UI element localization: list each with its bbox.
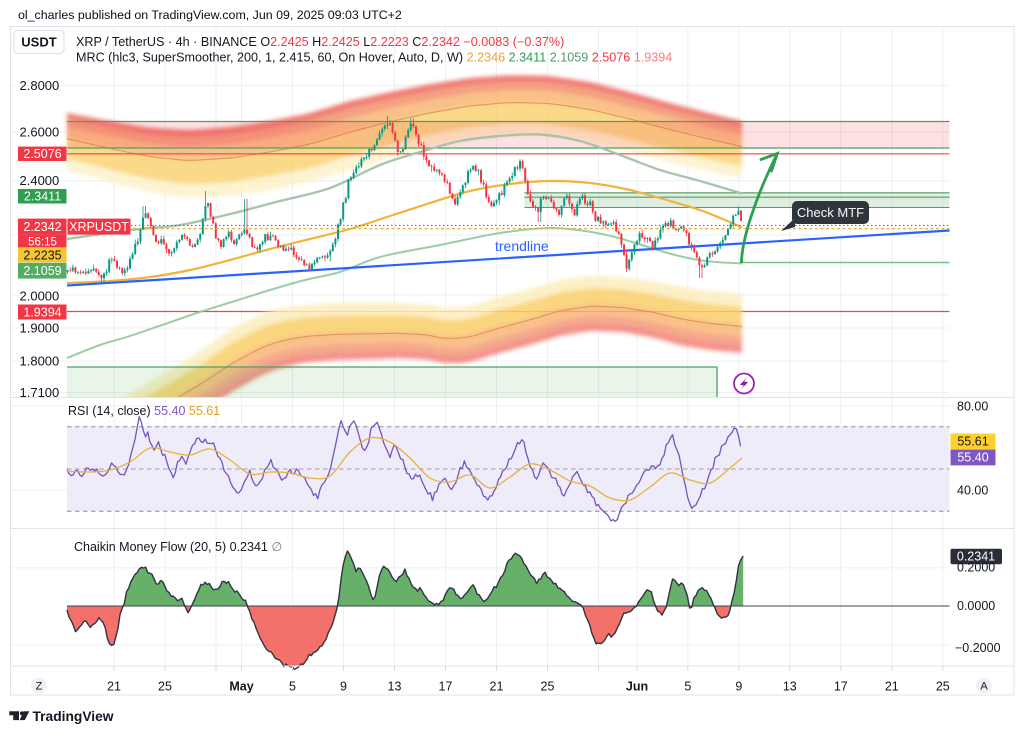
svg-text:2.5076: 2.5076	[23, 147, 61, 161]
svg-text:55.61: 55.61	[957, 434, 988, 448]
svg-text:21: 21	[107, 680, 121, 694]
svg-text:2.0000: 2.0000	[20, 289, 60, 304]
svg-text:9: 9	[735, 680, 742, 694]
svg-text:USDT: USDT	[21, 35, 56, 50]
svg-text:17: 17	[834, 680, 848, 694]
svg-text:TradingView: TradingView	[33, 709, 114, 724]
svg-text:55.40: 55.40	[957, 451, 988, 465]
svg-text:25: 25	[936, 680, 950, 694]
svg-text:MRC (hlc3, SuperSmoother, 200,: MRC (hlc3, SuperSmoother, 200, 1, 2.415,…	[76, 51, 672, 65]
svg-text:56:15: 56:15	[28, 236, 57, 248]
svg-text:Chaikin Money Flow (20, 5) 0.: Chaikin Money Flow (20, 5) 0.2341 ∅	[74, 540, 282, 554]
svg-text:13: 13	[783, 680, 797, 694]
svg-text:XRPUSDT: XRPUSDT	[69, 220, 129, 234]
svg-text:0.0000: 0.0000	[957, 599, 995, 613]
svg-text:A: A	[980, 681, 988, 693]
svg-text:−0.2000: −0.2000	[955, 641, 1001, 655]
svg-text:0.2341: 0.2341	[957, 550, 995, 564]
svg-text:13: 13	[388, 680, 402, 694]
svg-text:1.8000: 1.8000	[20, 354, 60, 369]
svg-text:RSI (14, close) 55.40 55.61: RSI (14, close) 55.40 55.61	[68, 404, 220, 418]
svg-text:trendline: trendline	[495, 238, 549, 254]
svg-text:21: 21	[490, 680, 504, 694]
svg-text:17: 17	[439, 680, 453, 694]
svg-text:5: 5	[289, 680, 296, 694]
svg-text:5: 5	[684, 680, 691, 694]
svg-text:2.8000: 2.8000	[20, 78, 60, 93]
svg-text:25: 25	[158, 680, 172, 694]
svg-text:Z: Z	[36, 681, 43, 693]
svg-text:Check MTF: Check MTF	[797, 205, 864, 220]
svg-text:Jun: Jun	[626, 680, 648, 694]
svg-text:2.6000: 2.6000	[20, 124, 60, 139]
svg-text:0.2000: 0.2000	[957, 561, 995, 575]
svg-text:2.2342: 2.2342	[23, 220, 61, 234]
svg-text:2.1059: 2.1059	[23, 264, 61, 278]
svg-text:21: 21	[885, 680, 899, 694]
svg-text:2.4000: 2.4000	[20, 173, 60, 188]
svg-text:May: May	[229, 680, 253, 694]
svg-text:XRP / TetherUS · 4h · BINANCE: XRP / TetherUS · 4h · BINANCE O2.2425 H2…	[76, 35, 564, 49]
svg-text:1.7100: 1.7100	[20, 385, 60, 400]
svg-text:1.9394: 1.9394	[23, 305, 61, 319]
svg-text:2.2235: 2.2235	[23, 248, 61, 262]
svg-text:40.00: 40.00	[957, 484, 988, 498]
svg-text:80.00: 80.00	[957, 400, 988, 414]
svg-text:1.9000: 1.9000	[20, 321, 60, 336]
svg-text:25: 25	[541, 680, 555, 694]
svg-text:2.3411: 2.3411	[24, 190, 61, 204]
svg-text:ol_charles published on Tradin: ol_charles published on TradingView.com,…	[18, 8, 402, 22]
svg-text:9: 9	[340, 680, 347, 694]
